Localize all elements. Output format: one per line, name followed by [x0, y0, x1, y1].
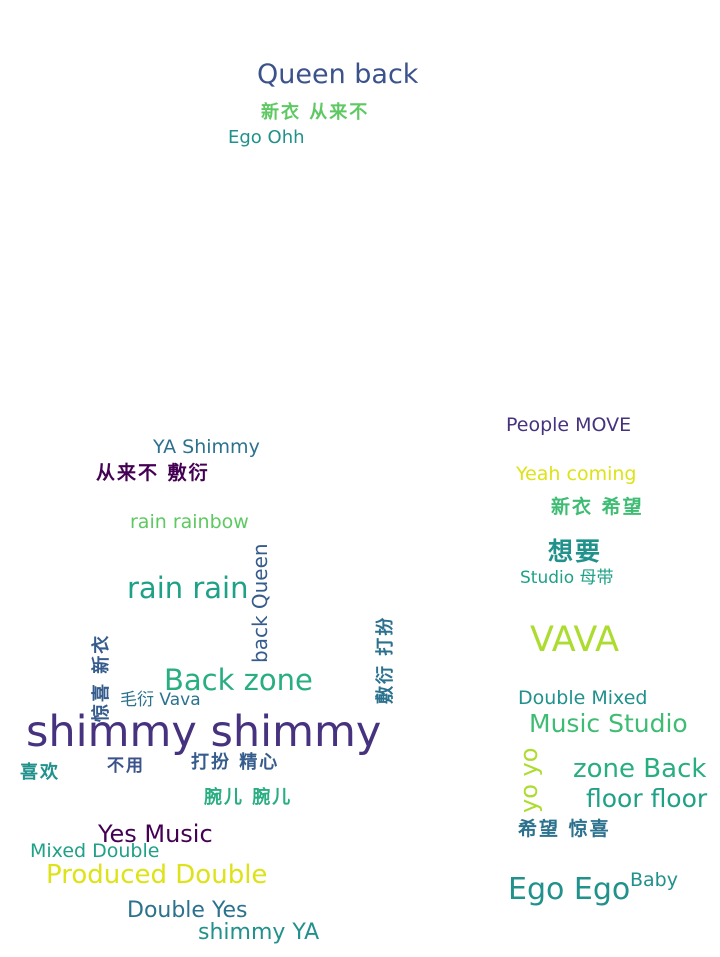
word-fuyan-daban: 敷衍 打扮 [375, 615, 396, 704]
word-vava-big: VAVA [530, 620, 620, 660]
word-mixed-double: Mixed Double [30, 840, 160, 862]
word-back-zone: Back zone [164, 663, 313, 697]
word-ego-ego: Ego Ego [508, 872, 631, 907]
word-maoyan-vava: 毛衍 Vava [120, 690, 201, 710]
word-double-yes: Double Yes [127, 898, 248, 923]
word-yeah-coming: Yeah coming [516, 463, 637, 485]
word-music-studio: Music Studio [529, 709, 688, 738]
word-queen-back: Queen back [257, 59, 419, 90]
word-double-mixed: Double Mixed [518, 687, 648, 709]
word-people-move: People MOVE [506, 414, 632, 436]
word-ego-ohh: Ego Ohh [228, 127, 305, 148]
word-shimmy-shimmy: shimmy shimmy [26, 707, 382, 757]
word-xiwang-jingxi: 希望 惊喜 [518, 818, 611, 840]
word-xiangyao: 想要 [548, 537, 603, 566]
word-zone-back: zone Back [573, 754, 707, 784]
word-rain-rain: rain rain [127, 571, 249, 605]
word-yo-yo: yo yo [515, 747, 543, 813]
word-ya-shimmy: YA Shimmy [153, 436, 260, 458]
word-xinyi-xiwang: 新衣 希望 [551, 496, 644, 518]
word-shimmy-ya: shimmy YA [198, 920, 320, 945]
word-xihuan: 喜欢 [20, 762, 60, 783]
word-daban-jingxin: 打扮 精心 [191, 752, 280, 773]
word-xinyi-conglaibu-top: 新衣 从来不 [261, 102, 370, 123]
word-back-queen: back Queen [248, 543, 272, 663]
word-baby: Baby [630, 869, 678, 891]
word-conglaibu-fuyan: 从来不 敷衍 [96, 462, 210, 484]
word-buyong: 不用 [107, 756, 145, 776]
word-rain-rainbow: rain rainbow [130, 511, 249, 533]
word-waner-waner: 腕儿 腕儿 [204, 787, 293, 808]
word-floor-floor: floor floor [586, 784, 708, 813]
word-studio-mudai: Studio 母带 [520, 568, 614, 588]
word-yes-music: Yes Music [98, 820, 213, 848]
word-produced-double: Produced Double [46, 860, 268, 890]
